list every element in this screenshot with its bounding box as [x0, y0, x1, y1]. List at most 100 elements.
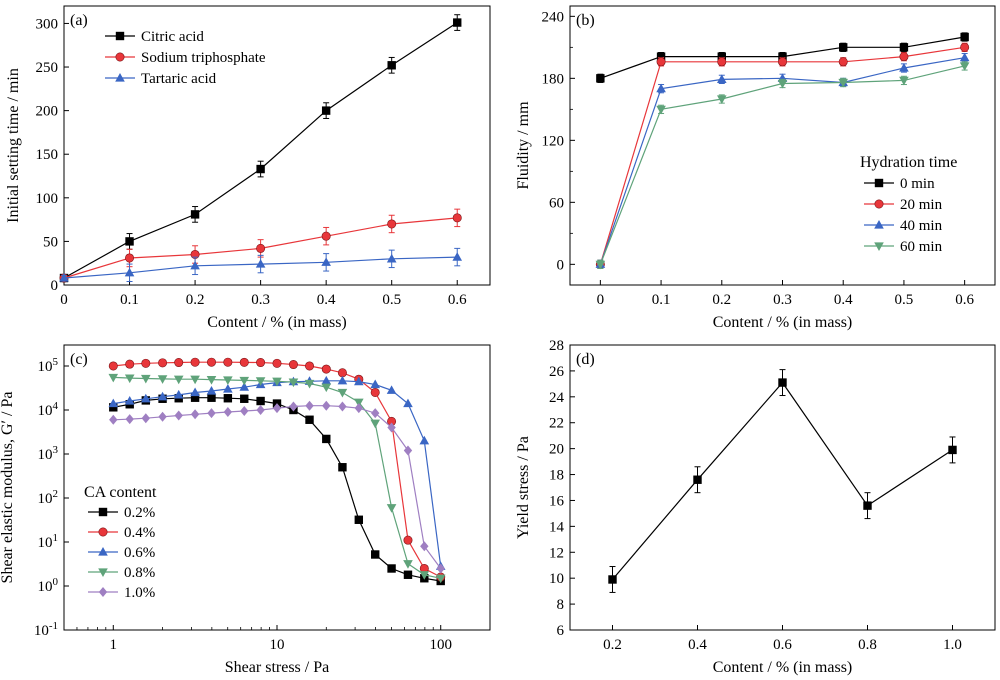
x-tick-label: 0.8 — [858, 637, 877, 653]
y-tick-label: 101 — [38, 532, 59, 551]
data-point — [109, 403, 118, 412]
data-point — [777, 79, 788, 89]
data-point — [239, 357, 249, 367]
chart-panel-3: 1 10 100 10-1 100 101 102 103 104 105 Shear stress… — [0, 344, 491, 676]
data-point — [158, 411, 167, 422]
data-point — [174, 358, 184, 368]
y-tick-label: 120 — [542, 133, 565, 149]
data-point — [387, 61, 396, 70]
series-line — [612, 381, 953, 580]
data-point — [59, 273, 69, 282]
y-tick-label: 10 — [549, 571, 564, 587]
data-point — [108, 361, 118, 371]
data-point — [288, 360, 298, 370]
data-point — [387, 219, 397, 229]
y-axis-title: Shear elastic modulus, G′ / Pa — [0, 392, 16, 584]
legend-marker — [115, 52, 125, 62]
x-tick-label: 0.2 — [603, 637, 622, 653]
data-point — [272, 377, 282, 387]
y-tick-label: 0 — [557, 257, 565, 273]
data-point — [157, 375, 168, 384]
y-tick-label: 180 — [542, 71, 565, 87]
data-point — [387, 564, 396, 573]
panel-label: (d) — [576, 351, 595, 368]
x-tick-label: 0.1 — [652, 292, 671, 308]
legend-entry-label: Tartaric acid — [141, 71, 217, 87]
data-point — [190, 409, 200, 420]
legend: Hydration time 0 min 20 min 40 min 60 min — [860, 154, 957, 255]
data-point — [157, 391, 168, 401]
y-tick-label: 240 — [542, 9, 565, 25]
y-tick-label: 6 — [557, 623, 565, 639]
data-point — [778, 52, 787, 61]
data-point — [403, 570, 413, 579]
y-axis-title: Yield stress / Pa — [515, 436, 532, 539]
data-point — [190, 260, 200, 270]
data-point — [337, 375, 348, 385]
legend-entry-label: 0.8% — [124, 565, 155, 581]
data-point — [190, 210, 200, 219]
data-point — [960, 42, 970, 52]
y-tick-label: 200 — [36, 104, 59, 120]
x-tick-label: 1 — [110, 637, 118, 653]
series-1 — [608, 369, 957, 593]
data-point — [777, 57, 787, 67]
x-tick-label: 0 — [60, 292, 68, 308]
legend-marker — [874, 199, 884, 209]
data-point — [305, 361, 315, 371]
x-axis-title: Content / % (in mass) — [713, 314, 853, 331]
data-point — [452, 213, 462, 223]
data-point — [386, 253, 397, 263]
data-point — [255, 377, 266, 386]
x-tick-label: 0.2 — [186, 292, 205, 308]
data-point — [174, 410, 183, 421]
y-tick-label: 250 — [36, 60, 59, 76]
series-4 — [108, 373, 446, 584]
data-point — [207, 408, 216, 419]
data-point — [959, 62, 970, 71]
legend-marker — [98, 568, 108, 577]
data-point — [190, 393, 200, 402]
y-tick-label: 60 — [549, 195, 564, 211]
data-point — [256, 404, 265, 415]
data-point — [656, 57, 666, 67]
y-tick-label: 24 — [549, 390, 565, 406]
series-5 — [109, 400, 445, 574]
data-point — [256, 358, 266, 368]
data-point — [256, 164, 265, 174]
data-point — [863, 501, 872, 510]
legend-marker — [874, 178, 884, 188]
x-tick-label: 0.4 — [688, 637, 707, 653]
x-tick-label: 1.0 — [943, 637, 962, 653]
y-tick-label: 8 — [557, 597, 565, 613]
data-point — [403, 445, 413, 456]
x-tick-label: 100 — [429, 637, 452, 653]
y-tick-label: 18 — [549, 468, 564, 484]
series-2 — [108, 357, 446, 582]
legend-entry-label: 0.6% — [124, 545, 155, 561]
data-point — [960, 32, 969, 42]
data-point — [125, 359, 135, 369]
data-point — [223, 376, 233, 386]
series-3 — [59, 247, 463, 283]
data-point — [108, 373, 119, 383]
legend-marker — [98, 527, 108, 537]
legend: Citric acid Sodium triphosphate Tartaric a… — [105, 29, 266, 87]
legend-entry-label: 0 min — [900, 176, 935, 192]
data-point — [899, 76, 909, 86]
data-point — [370, 419, 381, 429]
panel-label: (c) — [70, 351, 88, 368]
legend-marker — [98, 507, 108, 517]
legend-entry-label: 1.0% — [124, 585, 155, 601]
data-point — [899, 52, 909, 62]
y-tick-label: 150 — [36, 147, 59, 163]
y-tick-label: 100 — [36, 191, 59, 207]
data-point — [452, 252, 463, 261]
data-point — [190, 357, 200, 367]
y-tick-label: 300 — [36, 16, 59, 32]
data-point — [141, 393, 151, 403]
data-point — [337, 388, 348, 398]
data-point — [108, 398, 119, 408]
x-tick-label: 0.6 — [955, 292, 974, 308]
